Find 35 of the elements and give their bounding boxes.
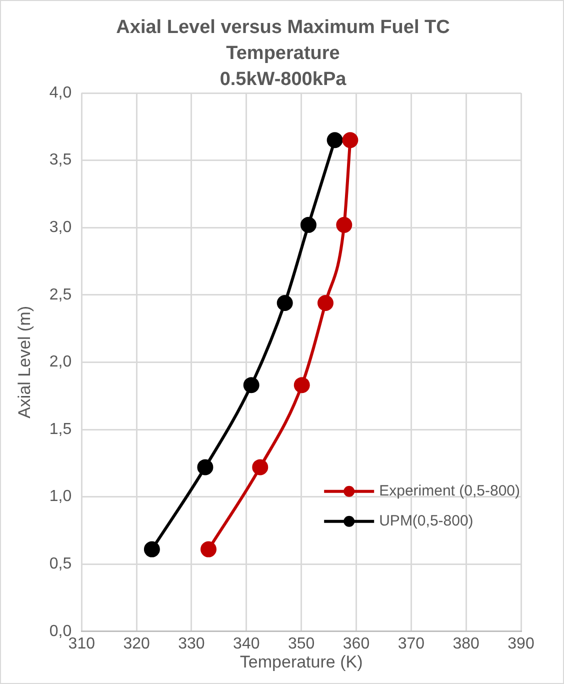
y-axis-title: Axial Level (m)	[14, 306, 34, 418]
point	[300, 216, 316, 233]
chart-subtitle: 0.5kW-800kPa	[220, 69, 346, 90]
chart-title: Axial Level versus Maximum Fuel TC Temperature	[115, 16, 451, 66]
x-tick-label: 360	[342, 635, 370, 652]
point	[144, 541, 160, 558]
x-axis-title: Temperature (K)	[240, 652, 363, 672]
point	[197, 459, 214, 476]
point	[342, 132, 358, 148]
point	[200, 541, 217, 558]
point	[294, 377, 310, 394]
y-tick-label: 2,5	[49, 286, 72, 304]
x-tick-label: 380	[452, 635, 480, 652]
point	[336, 216, 352, 233]
y-tick-label: 1,5	[49, 420, 72, 438]
x-tick-label: 310	[68, 635, 96, 652]
x-tick-label: 320	[123, 635, 150, 652]
x-tick-label: 370	[398, 635, 425, 652]
point	[252, 459, 268, 476]
y-tick-label: 3,5	[49, 152, 72, 169]
x-tick-label: 390	[508, 635, 534, 652]
legend-label: Experiment (0,5-800)	[379, 482, 520, 500]
y-tick-label: 1,0	[49, 488, 72, 506]
legend-label: UPM(0,5-800)	[379, 512, 474, 530]
y-tick-label: 4,0	[49, 84, 72, 102]
y-tick-label: 2,0	[49, 354, 72, 371]
point	[317, 294, 334, 311]
x-tick-label: 350	[288, 635, 315, 652]
y-tick-label: 3,0	[49, 219, 72, 236]
x-tick-label: 340	[233, 635, 260, 652]
point	[326, 132, 343, 148]
x-tick-label: 330	[178, 635, 205, 652]
point	[243, 377, 260, 394]
y-tick-label: 0,5	[49, 556, 72, 573]
point	[276, 294, 293, 311]
